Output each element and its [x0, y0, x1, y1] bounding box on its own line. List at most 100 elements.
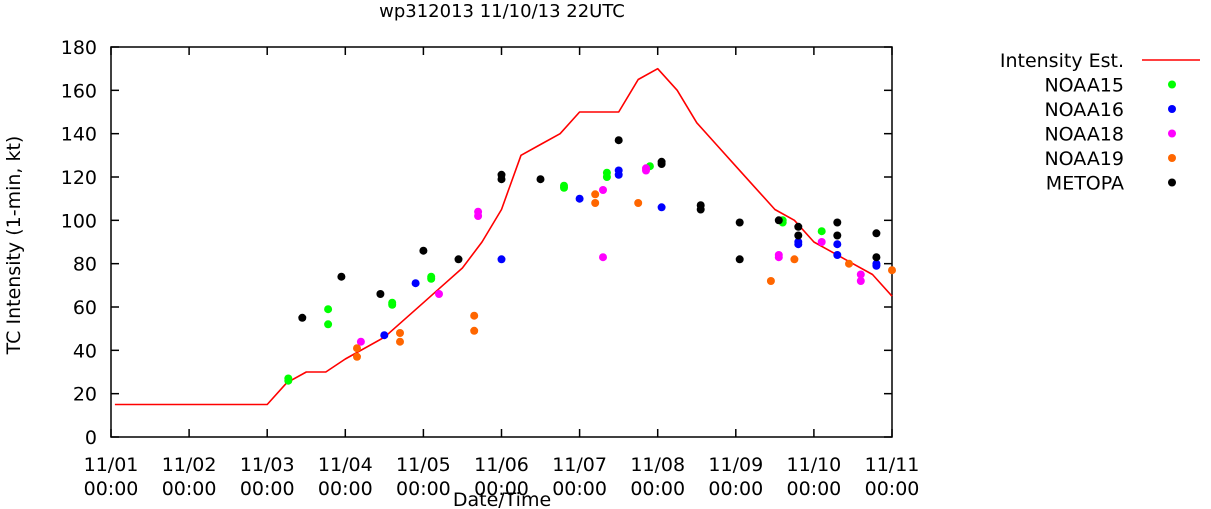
y-tick-label: 160	[61, 80, 97, 102]
data-point-metopa	[833, 218, 842, 227]
data-point-noaa15	[560, 183, 568, 192]
x-tick-date-label: 11/10	[787, 454, 842, 476]
data-point-noaa15	[602, 173, 611, 181]
data-point-noaa18	[599, 253, 607, 262]
x-axis: 11/0100:0011/0200:0011/0300:0011/0400:00…	[84, 47, 920, 500]
data-point-metopa	[657, 160, 666, 168]
data-point-noaa19	[396, 329, 404, 337]
y-tick-label: 0	[85, 427, 97, 449]
y-tick-label: 80	[73, 254, 97, 276]
x-tick-time-label: 00:00	[630, 478, 685, 500]
y-tick-label: 180	[61, 37, 97, 59]
y-tick-label: 100	[61, 210, 97, 232]
legend-swatch-noaa19	[1168, 154, 1176, 162]
data-point-noaa18	[774, 253, 783, 262]
data-point-noaa16	[411, 279, 420, 288]
x-tick-date-label: 11/08	[630, 454, 685, 476]
x-tick-time-label: 00:00	[708, 478, 763, 500]
data-point-noaa15	[284, 374, 293, 383]
y-tick-label: 60	[73, 297, 97, 319]
y-axis-label: TC Intensity (1-min, kt)	[3, 136, 25, 356]
data-point-noaa19	[591, 199, 600, 207]
legend-swatch-noaa16	[1168, 105, 1176, 113]
data-point-noaa16	[833, 240, 842, 249]
data-point-noaa19	[888, 266, 896, 275]
data-point-noaa19	[396, 337, 404, 346]
data-point-noaa15	[817, 227, 826, 236]
data-point-noaa19	[634, 199, 643, 207]
x-tick-date-label: 11/06	[474, 454, 529, 476]
legend-swatch-noaa18	[1168, 129, 1176, 138]
data-point-metopa	[497, 175, 506, 184]
data-point-noaa16	[794, 238, 803, 246]
data-point-metopa	[735, 218, 744, 227]
data-point-noaa18	[856, 270, 865, 279]
y-tick-label: 120	[61, 167, 97, 189]
x-tick-time-label: 00:00	[240, 478, 295, 500]
x-tick-time-label: 00:00	[396, 478, 451, 500]
x-tick-date-label: 11/02	[162, 454, 217, 476]
legend-swatch-metopa	[1168, 178, 1176, 187]
data-point-noaa16	[380, 331, 389, 340]
plot-area	[114, 67, 896, 406]
x-tick-time-label: 00:00	[318, 478, 373, 500]
chart-title: wp312013 11/10/13 22UTC	[379, 1, 625, 22]
data-point-metopa	[536, 175, 545, 184]
data-point-noaa19	[353, 344, 361, 353]
data-point-noaa19	[766, 277, 775, 285]
x-tick-time-label: 00:00	[787, 478, 842, 500]
series-line-intensity-est	[114, 67, 893, 406]
data-point-noaa15	[427, 272, 436, 281]
x-tick-date-label: 11/09	[708, 454, 763, 476]
data-point-noaa16	[575, 194, 584, 203]
data-point-metopa	[454, 255, 463, 264]
x-tick-time-label: 00:00	[552, 478, 607, 500]
data-point-noaa19	[353, 352, 361, 361]
x-tick-date-label: 11/03	[240, 454, 295, 476]
x-tick-time-label: 00:00	[474, 478, 529, 500]
x-tick-date-label: 11/05	[396, 454, 451, 476]
data-point-metopa	[696, 205, 705, 214]
legend-label-metopa: METOPA	[1046, 173, 1124, 195]
data-point-noaa18	[599, 186, 607, 194]
data-point-noaa16	[872, 259, 881, 268]
x-tick-time-label: 00:00	[84, 478, 139, 500]
data-point-metopa	[774, 216, 783, 225]
x-tick-date-label: 11/07	[552, 454, 607, 476]
data-point-noaa15	[388, 298, 397, 307]
x-tick-date-label: 11/04	[318, 454, 373, 476]
data-point-noaa16	[657, 203, 666, 212]
data-point-metopa	[872, 229, 881, 238]
data-point-noaa18	[474, 212, 483, 220]
x-tick-time-label: 00:00	[162, 478, 217, 500]
legend-swatch-noaa15	[1168, 80, 1176, 89]
legend-label-intensity-est: Intensity Est.	[1000, 50, 1124, 72]
legend-label-noaa15: NOAA15	[1044, 75, 1124, 97]
data-point-noaa18	[856, 277, 865, 285]
data-point-noaa16	[614, 170, 623, 179]
data-point-noaa18	[356, 337, 365, 346]
data-point-noaa19	[591, 190, 600, 199]
data-point-noaa15	[324, 320, 333, 329]
data-point-noaa19	[470, 311, 479, 320]
data-point-noaa16	[833, 251, 842, 259]
data-point-metopa	[735, 255, 744, 264]
data-point-metopa	[337, 272, 346, 281]
data-point-metopa	[833, 231, 842, 240]
x-axis-label: Date/Time	[453, 489, 551, 509]
data-point-metopa	[614, 136, 623, 145]
data-point-noaa16	[497, 255, 506, 264]
data-point-noaa19	[845, 259, 853, 268]
data-point-metopa	[298, 313, 307, 322]
y-tick-label: 20	[73, 384, 97, 406]
data-point-noaa18	[642, 166, 650, 175]
x-tick-date-label: 11/11	[865, 454, 920, 476]
data-point-metopa	[794, 231, 803, 240]
data-point-noaa19	[470, 326, 479, 335]
legend-label-noaa19: NOAA19	[1044, 148, 1124, 170]
y-tick-label: 140	[61, 124, 97, 146]
data-point-noaa18	[435, 290, 443, 298]
y-tick-label: 40	[73, 340, 97, 362]
